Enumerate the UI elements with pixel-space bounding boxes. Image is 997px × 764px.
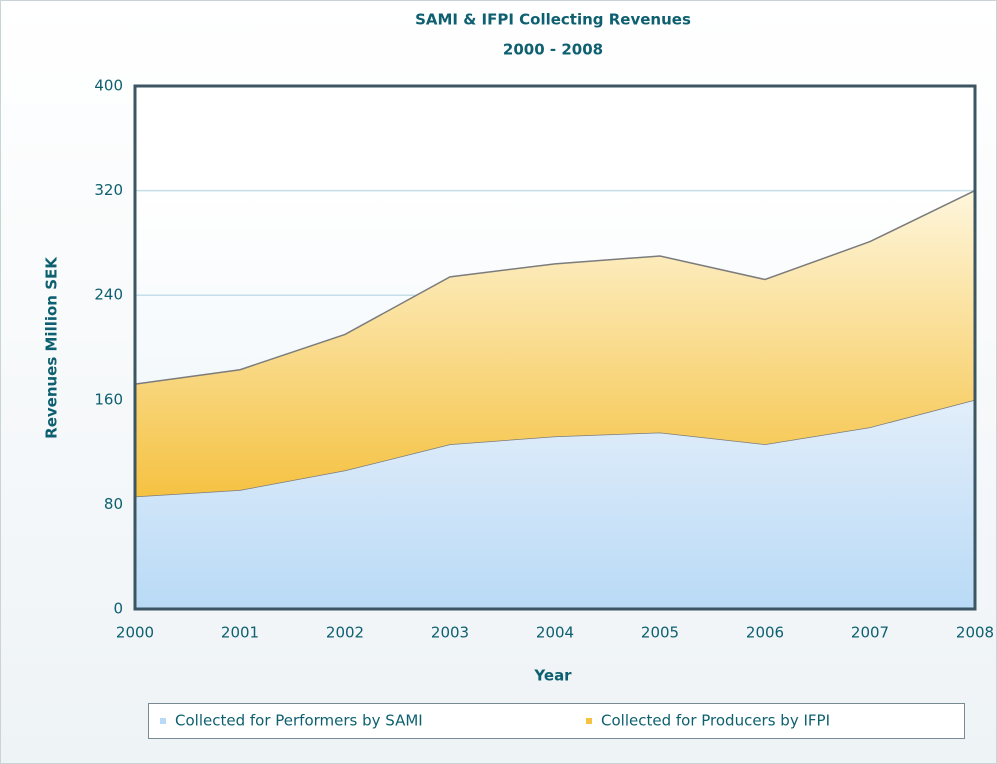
chart-subtitle: 2000 - 2008 — [503, 41, 603, 59]
y-axis-label: Revenues Million SEK — [43, 256, 61, 439]
y-tick-label: 240 — [94, 286, 123, 304]
legend-box — [148, 703, 965, 739]
x-tick-label: 2000 — [116, 624, 154, 642]
legend-label: Collected for Performers by SAMI — [175, 712, 423, 730]
y-tick-label: 160 — [94, 390, 123, 408]
area — [135, 399, 975, 609]
area-line — [134, 189, 976, 385]
x-tick-label: 2005 — [641, 624, 679, 642]
y-tick-label: 0 — [113, 600, 123, 618]
x-tick-label: 2007 — [851, 624, 889, 642]
y-tick-label: 320 — [94, 181, 123, 199]
x-tick-label: 2006 — [746, 624, 784, 642]
y-tick-label: 80 — [104, 495, 123, 513]
chart-title: SAMI & IFPI Collecting Revenues — [415, 11, 691, 29]
x-tick-label: 2008 — [956, 624, 994, 642]
x-axis-label: Year — [533, 667, 572, 685]
area — [135, 190, 975, 497]
legend-marker — [160, 718, 166, 724]
x-tick-label: 2001 — [221, 624, 259, 642]
legend-label: Collected for Producers by IFPI — [601, 712, 830, 730]
x-tick-label: 2004 — [536, 624, 574, 642]
legend-marker — [586, 718, 592, 724]
x-tick-label: 2003 — [431, 624, 469, 642]
x-tick-label: 2002 — [326, 624, 364, 642]
plot-border — [133, 84, 977, 611]
y-tick-label: 400 — [94, 77, 123, 95]
